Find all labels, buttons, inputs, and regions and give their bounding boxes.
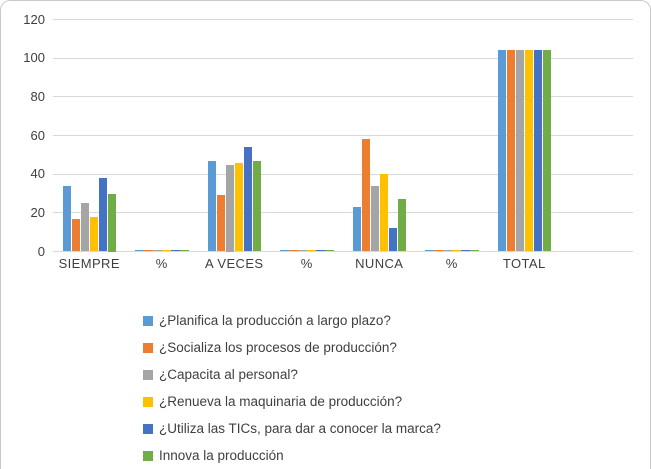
gridline: [53, 57, 633, 59]
bar: [71, 218, 80, 252]
bar: [298, 249, 307, 252]
bar: [216, 195, 225, 252]
bar: [234, 162, 243, 252]
gridline: [53, 212, 633, 214]
x-axis-label: A VECES: [205, 255, 264, 271]
legend-item: Innova la producción: [143, 442, 441, 469]
legend-label: ¿Planifica la producción a largo plazo?: [159, 313, 391, 328]
plot-area: 0 20 40 60 80 100 120 SIEMPRE% A VECES% NUNCA% TOT…: [1, 1, 650, 291]
bar: [180, 249, 189, 252]
legend-label: ¿Capacita al personal?: [159, 367, 298, 382]
x-axis-label: SIEMPRE: [58, 255, 120, 271]
chart-legend: ¿Planifica la producción a largo plazo? ¿…: [143, 307, 441, 469]
legend-label: ¿Socializa los procesos de producción?: [159, 340, 397, 355]
legend-swatch: [143, 423, 153, 434]
gridline: [53, 251, 633, 252]
bar: [542, 50, 551, 252]
y-axis-tick-label: 80: [30, 88, 45, 104]
x-axis-label: NUNCA: [355, 255, 404, 271]
legend-swatch: [143, 396, 153, 407]
x-axis-label: %: [155, 255, 168, 271]
bar: [425, 249, 434, 252]
bar: [225, 164, 234, 252]
legend-item: ¿Capacita al personal?: [143, 361, 441, 388]
bar: [352, 207, 361, 252]
bar: [171, 249, 180, 252]
bar: [325, 249, 334, 252]
bar: [280, 249, 289, 252]
bar: [153, 249, 162, 252]
legend-swatch: [143, 369, 153, 380]
bar: [80, 203, 89, 252]
bar: [370, 185, 379, 252]
bar: [379, 174, 388, 252]
x-axis-label: TOTAL: [502, 255, 546, 271]
gridline: [53, 96, 633, 98]
y-axis-tick-label: 120: [23, 11, 45, 27]
legend-item: ¿Renueva la maquinaria de producción?: [143, 388, 441, 415]
bar: [316, 249, 325, 252]
bar: [470, 249, 479, 252]
legend-item: ¿Utiliza las TICs, para dar a conocer la…: [143, 415, 441, 442]
bar: [397, 199, 406, 252]
y-axis-tick-label: 20: [30, 204, 45, 220]
bar: [243, 147, 252, 252]
y-axis-tick-label: 0: [37, 243, 45, 259]
legend-label: ¿Utiliza las TICs, para dar a conocer la…: [159, 421, 441, 436]
bar: [98, 178, 107, 252]
bar: [289, 249, 298, 252]
bar: [443, 249, 452, 252]
legend-item: ¿Planifica la producción a largo plazo?: [143, 307, 441, 334]
bar: [497, 50, 506, 252]
bar: [515, 50, 524, 252]
gridline: [53, 173, 633, 175]
bar: [62, 185, 71, 252]
bar: [434, 249, 443, 252]
bar: [524, 50, 533, 252]
gridline: [53, 135, 633, 136]
bar: [533, 50, 542, 252]
bar: [307, 249, 316, 252]
y-axis-tick-label: 100: [23, 50, 45, 66]
bar: [107, 193, 116, 252]
bar: [361, 139, 370, 252]
bar: [506, 50, 515, 252]
bar: [252, 160, 261, 252]
gridline: [53, 19, 633, 20]
y-axis-tick-label: 40: [30, 166, 45, 182]
y-axis-tick-label: 60: [30, 127, 45, 143]
legend-swatch: [143, 315, 153, 326]
bar: [452, 249, 461, 252]
x-axis-label: %: [300, 255, 313, 271]
legend-swatch: [143, 342, 153, 353]
x-axis-label: %: [445, 255, 458, 271]
bar: [89, 216, 98, 252]
legend-swatch: [143, 450, 153, 461]
bar: [135, 249, 144, 252]
legend-label: ¿Renueva la maquinaria de producción?: [159, 394, 403, 409]
bar: [388, 228, 397, 252]
legend-item: ¿Socializa los procesos de producción?: [143, 334, 441, 361]
bar: [461, 249, 470, 252]
bar: [162, 249, 171, 252]
bar: [144, 249, 153, 252]
bar: [207, 160, 216, 252]
legend-label: Innova la producción: [159, 448, 284, 463]
